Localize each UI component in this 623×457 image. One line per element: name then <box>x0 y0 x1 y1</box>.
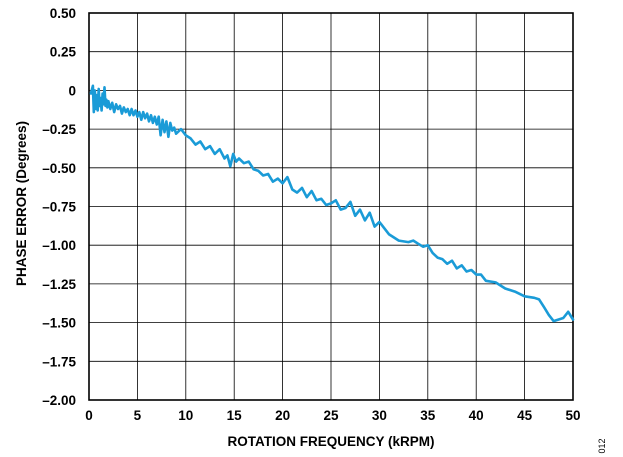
x-tick-label: 50 <box>565 408 580 423</box>
x-tick-label: 15 <box>227 408 243 423</box>
y-tick-label: –1.75 <box>42 354 76 369</box>
series-group <box>89 84 575 323</box>
figure-id: 012 <box>597 438 607 453</box>
y-tick-label: –1.25 <box>42 277 76 292</box>
y-tick-label: –0.75 <box>42 200 76 215</box>
series-line <box>89 84 575 323</box>
y-tick-label: –1.50 <box>42 316 76 331</box>
x-tick-label: 35 <box>420 408 436 423</box>
x-tick-label: 30 <box>372 408 387 423</box>
x-tick-label: 20 <box>275 408 290 423</box>
x-tick-label: 45 <box>517 408 533 423</box>
y-tick-label: –0.25 <box>42 122 76 137</box>
x-tick-label: 0 <box>85 408 93 423</box>
x-axis-label: ROTATION FREQUENCY (kRPM) <box>227 434 434 449</box>
x-tick-label: 25 <box>323 408 339 423</box>
y-tick-label: 0.25 <box>50 45 77 60</box>
y-tick-label: 0.50 <box>50 6 76 21</box>
x-tick-label: 10 <box>178 408 193 423</box>
x-tick-label: 5 <box>134 408 142 423</box>
y-axis-tick-labels: 0.50 0.25 0 –0.25 –0.50 –0.75 –1.00 –1.25 –1.50 –… <box>42 6 76 408</box>
plot-frame <box>88 12 574 401</box>
y-tick-label: –1.00 <box>42 238 76 253</box>
y-tick-label: –0.50 <box>42 161 76 176</box>
grid <box>88 12 574 401</box>
y-tick-label: –2.00 <box>42 393 76 408</box>
y-tick-label: 0 <box>68 83 76 98</box>
y-axis-label: PHASE ERROR (Degrees) <box>14 121 29 286</box>
x-tick-label: 40 <box>469 408 484 423</box>
x-axis-tick-labels: 0 5 10 15 20 25 30 35 40 45 50 <box>85 408 580 423</box>
